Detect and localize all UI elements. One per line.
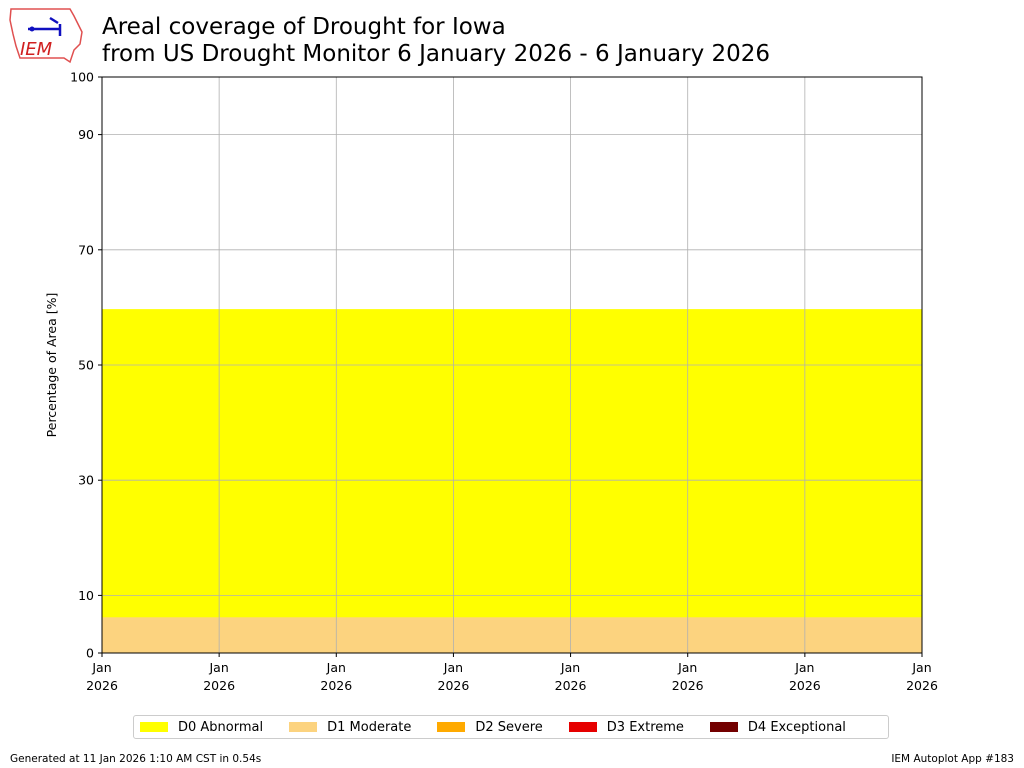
x-tick-label-year: 2026 [906, 678, 938, 693]
legend-swatch [709, 722, 738, 732]
legend-label: D3 Extreme [606, 719, 684, 735]
y-tick-label: 100 [70, 70, 94, 85]
legend-item: D0 Abnormal [140, 720, 263, 735]
x-tick-label-year: 2026 [672, 678, 704, 693]
svg-text:IEM: IEM [20, 39, 53, 60]
x-tick-label-month: Jan [677, 660, 697, 675]
legend-label: D4 Exceptional [747, 719, 846, 735]
legend-item: D4 Exceptional [709, 719, 846, 735]
x-tick-label-year: 2026 [789, 678, 821, 693]
legend-swatch [140, 722, 168, 732]
legend-item: D3 Extreme [568, 719, 684, 735]
title-line-1: Areal coverage of Drought for Iowa [102, 14, 506, 40]
footer-generated: Generated at 11 Jan 2026 1:10 AM CST in … [10, 753, 262, 765]
chart-title: Areal coverage of Drought for Iowa from U… [102, 14, 770, 68]
area-d0 [102, 309, 922, 653]
y-tick-label: 0 [86, 646, 94, 661]
x-tick-label-year: 2026 [203, 678, 235, 693]
x-tick-label-year: 2026 [320, 678, 352, 693]
x-tick-label-month: Jan [560, 660, 580, 675]
legend-swatch [289, 722, 318, 732]
legend-label: D1 Moderate [327, 719, 412, 735]
footer-app: IEM Autoplot App #183 [891, 753, 1014, 765]
legend-label: D2 Severe [475, 719, 543, 735]
area-d1 [102, 617, 922, 653]
x-tick-label-year: 2026 [438, 678, 470, 693]
x-tick-label-year: 2026 [555, 678, 587, 693]
legend-label: D0 Abnormal [178, 719, 264, 735]
x-tick-label-month: Jan [326, 660, 346, 675]
legend-swatch [437, 722, 466, 732]
y-tick-label: 10 [78, 588, 94, 603]
legend-swatch [568, 722, 597, 732]
y-tick-label: 50 [78, 358, 94, 373]
chart-area: 0 10 30 50 70 90 100 Jan 2026 Jan 2026 Jan 2026 Jan 20… [44, 70, 938, 694]
y-tick-label: 30 [78, 473, 94, 488]
legend: D0 Abnormal D1 Moderate D2 Severe D3 Extrem… [133, 715, 889, 739]
legend-item: D1 Moderate [289, 720, 411, 735]
legend-item: D2 Severe [437, 719, 543, 735]
y-tick-label: 90 [78, 127, 94, 142]
y-axis-label: Percentage of Area [%] [44, 293, 59, 438]
x-tick-label-month: Jan [209, 660, 229, 675]
x-tick-label-month: Jan [794, 660, 814, 675]
y-tick-label: 70 [78, 242, 94, 257]
x-tick-label-month: Jan [443, 660, 463, 675]
x-tick-label-month: Jan [91, 660, 111, 675]
title-line-2: from US Drought Monitor 6 January 2026 -… [102, 41, 771, 67]
x-tick-label-year: 2026 [86, 678, 118, 693]
x-tick-label-month: Jan [911, 660, 931, 675]
iem-logo: IEM [8, 6, 86, 68]
